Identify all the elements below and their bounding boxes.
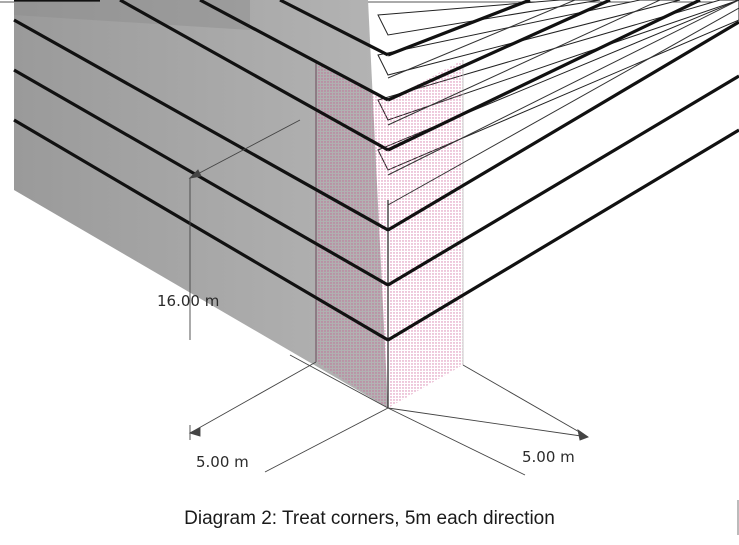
left-facade (14, 0, 388, 408)
height-dimension (188, 119, 301, 340)
right-dimension-label: 5.00 m (522, 448, 575, 466)
right-floor-bands (387, 0, 739, 342)
treated-zone-left (316, 60, 388, 408)
right-facade (388, 0, 739, 408)
diag-dim-line (264, 407, 389, 473)
left-dim-line (189, 361, 317, 434)
treated-zone-right (388, 60, 463, 408)
upper-tiers (377, 0, 739, 171)
left-floor-bands (13, 0, 389, 342)
height-dimension-label: 16.00 m (157, 292, 219, 310)
right-dim-extension (462, 364, 589, 438)
right-dim-lower (387, 407, 526, 476)
left-dim-extension (289, 354, 389, 409)
left-facade-shadow-band (14, 0, 250, 30)
diagram-caption: Diagram 2: Treat corners, 5m each direct… (184, 508, 555, 529)
right-dim-line (387, 407, 589, 438)
left-dimension-label: 5.00 m (196, 453, 249, 471)
right-thin-lines (387, 0, 739, 206)
base-dimensions (188, 354, 589, 476)
